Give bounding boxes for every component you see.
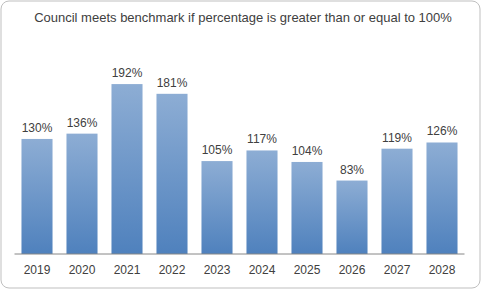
data-label: 119% <box>382 131 412 145</box>
chart: Council meets benchmark if percentage is… <box>0 0 481 289</box>
bar <box>156 94 187 254</box>
chart-title: Council meets benchmark if percentage is… <box>34 10 452 25</box>
bar <box>66 134 97 254</box>
bar <box>246 150 277 254</box>
data-label: 136% <box>67 116 98 130</box>
x-axis <box>15 254 465 255</box>
x-tick-label: 2028 <box>429 263 456 277</box>
x-tick-label: 2025 <box>294 263 321 277</box>
x-tick-label: 2020 <box>69 263 96 277</box>
x-tick-label: 2022 <box>159 263 186 277</box>
bar <box>426 142 457 254</box>
x-tick-label: 2024 <box>249 263 276 277</box>
x-tick-label: 2023 <box>204 263 231 277</box>
x-tick-label: 2026 <box>339 263 366 277</box>
bar <box>291 162 322 254</box>
bar <box>201 161 232 254</box>
bar <box>111 84 142 254</box>
bars <box>21 84 457 254</box>
data-label: 105% <box>202 143 233 157</box>
data-label: 130% <box>22 121 53 135</box>
x-tick-label: 2027 <box>384 263 411 277</box>
x-tick-label: 2019 <box>24 263 51 277</box>
bar <box>21 139 52 254</box>
data-label: 126% <box>427 124 458 138</box>
data-label: 117% <box>247 132 277 146</box>
data-label: 83% <box>340 163 364 177</box>
x-tick-label: 2021 <box>114 263 141 277</box>
data-label: 104% <box>292 144 323 158</box>
data-label: 192% <box>112 66 143 80</box>
data-label: 181% <box>157 76 188 90</box>
chart-frame <box>1 1 480 288</box>
bar <box>381 149 412 254</box>
bar <box>336 181 367 254</box>
